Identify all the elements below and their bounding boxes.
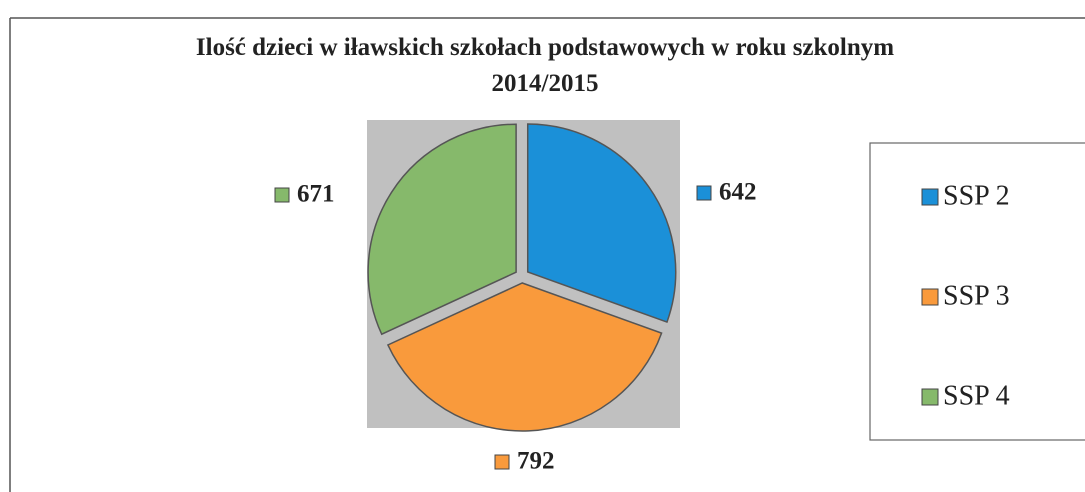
legend-label: SSP 2 [943,180,1010,211]
data-label-key [696,185,712,201]
data-label-key [494,454,510,470]
legend-label: SSP 3 [943,280,1010,311]
legend-box [869,142,1085,441]
chart-title: Ilość dzieci w iławskich szkołach podsta… [195,34,895,97]
legend-key [921,288,939,306]
data-label: 671 [297,181,335,208]
legend-label: SSP 4 [943,380,1010,411]
data-label: 792 [517,448,555,475]
pie-slice [367,123,517,336]
data-label-key [274,187,290,203]
legend-key [921,188,939,206]
pie-slice [526,123,677,324]
pie-slice [386,282,663,432]
data-label: 642 [719,179,757,206]
legend-key [921,388,939,406]
